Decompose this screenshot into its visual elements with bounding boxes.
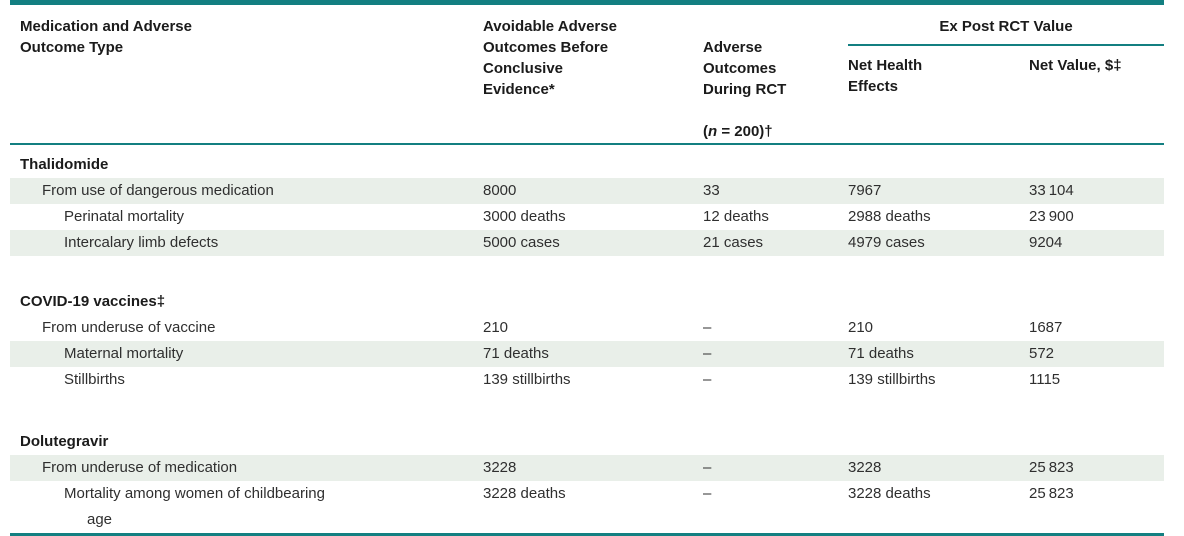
medication-outcomes-table: Medication and Adverse Outcome Type Avoi… bbox=[10, 0, 1164, 536]
cell-during-rct: – bbox=[703, 485, 712, 502]
row-label: Intercalary limb defects bbox=[64, 234, 219, 251]
table-row: Perinatal mortality 3000 deaths 12 deaths 2… bbox=[10, 204, 1164, 230]
section-header-row: Dolutegravir bbox=[10, 422, 1164, 455]
col-header-during-rct-lines: Adverse Outcomes During RCT bbox=[703, 39, 787, 98]
cell-during-rct: – bbox=[703, 371, 712, 388]
cell-net-value: 1687 bbox=[1029, 319, 1063, 336]
cell-during-rct: – bbox=[703, 345, 712, 362]
cell-net-health-effects: 71 deaths bbox=[848, 345, 914, 362]
header-bottom-rule bbox=[10, 143, 1164, 145]
col-group-ex-post-rct-value: Ex Post RCT Value Net Health Effects Net… bbox=[848, 16, 1164, 97]
table-row: Mortality among women of childbearing ag… bbox=[10, 481, 1164, 533]
cell-net-value: 25 823 bbox=[1029, 459, 1074, 476]
table-row: Intercalary limb defects 5000 cases 21 cas… bbox=[10, 230, 1164, 256]
cell-avoidable-before-evidence: 3228 deaths bbox=[483, 485, 566, 502]
table-row: From underuse of medication 3228 – 3228 25 8… bbox=[10, 455, 1164, 481]
table-row: Stillbirths 139 stillbirths – 139 stillbirt… bbox=[10, 367, 1164, 393]
group-header-rule bbox=[848, 44, 1164, 46]
row-label: From use of dangerous medication bbox=[42, 182, 274, 199]
cell-net-health-effects: 3228 bbox=[848, 459, 882, 476]
table-row: From underuse of vaccine 210 – 210 1687 bbox=[10, 315, 1164, 341]
cell-net-value: 25 823 bbox=[1029, 485, 1074, 502]
table-row: From use of dangerous medication 8000 33 79… bbox=[10, 178, 1164, 204]
cell-during-rct: – bbox=[703, 319, 712, 336]
cell-avoidable-before-evidence: 5000 cases bbox=[483, 234, 560, 251]
cell-avoidable-before-evidence: 139 stillbirths bbox=[483, 371, 571, 388]
cell-avoidable-before-evidence: 210 bbox=[483, 319, 509, 336]
cell-net-health-effects: 210 bbox=[848, 319, 874, 336]
table-row: Maternal mortality 71 deaths – 71 deaths 572 bbox=[10, 341, 1164, 367]
cell-net-health-effects: 2988 deaths bbox=[848, 208, 931, 225]
group-subheaders: Net Health Effects Net Value, $‡ bbox=[848, 46, 1164, 97]
section-title: Dolutegravir bbox=[20, 433, 109, 450]
cell-net-value: 33 104 bbox=[1029, 182, 1074, 199]
row-label: Stillbirths bbox=[64, 371, 125, 388]
cell-net-health-effects: 139 stillbirths bbox=[848, 371, 936, 388]
col-header-adverse-outcomes-during-rct: Adverse Outcomes During RCT (n = 200)† bbox=[703, 16, 848, 163]
col-header-medication-and-outcome-type: Medication and Adverse Outcome Type bbox=[20, 18, 192, 56]
table-section: COVID-19 vaccines‡ From underuse of vacci… bbox=[10, 282, 1164, 393]
table-section: Dolutegravir From underuse of medication 3… bbox=[10, 422, 1164, 533]
section-title: COVID-19 vaccines‡ bbox=[20, 293, 166, 310]
cell-during-rct: – bbox=[703, 459, 712, 476]
row-label: Perinatal mortality bbox=[64, 208, 185, 225]
row-label: Maternal mortality bbox=[64, 345, 184, 362]
section-title: Thalidomide bbox=[20, 156, 109, 173]
col-header-net-health-effects: Net Health Effects bbox=[848, 57, 923, 95]
cell-net-health-effects: 4979 cases bbox=[848, 234, 925, 251]
cell-net-value: 572 bbox=[1029, 345, 1055, 362]
cell-avoidable-before-evidence: 8000 bbox=[483, 182, 517, 199]
col-header-n-equals-200: (n = 200)† bbox=[703, 123, 773, 140]
group-header-label: Ex Post RCT Value bbox=[939, 18, 1073, 35]
cell-during-rct: 21 cases bbox=[703, 234, 764, 251]
cell-avoidable-before-evidence: 3000 deaths bbox=[483, 208, 566, 225]
col-header-avoidable-adverse-outcomes: Avoidable Adverse Outcomes Before Conclu… bbox=[483, 18, 617, 98]
cell-net-health-effects: 7967 bbox=[848, 182, 882, 199]
col-header-net-value: Net Value, $‡ bbox=[1029, 57, 1122, 74]
cell-net-value: 23 900 bbox=[1029, 208, 1074, 225]
cell-net-value: 1115 bbox=[1029, 371, 1061, 388]
cell-avoidable-before-evidence: 3228 bbox=[483, 459, 517, 476]
row-label: Mortality among women of childbearing ag… bbox=[64, 485, 325, 528]
cell-net-value: 9204 bbox=[1029, 234, 1063, 251]
cell-during-rct: 33 bbox=[703, 182, 720, 199]
table-top-rule bbox=[10, 0, 1164, 5]
table-header-row: Medication and Adverse Outcome Type Avoi… bbox=[10, 5, 1164, 143]
cell-net-health-effects: 3228 deaths bbox=[848, 485, 931, 502]
row-label: From underuse of vaccine bbox=[42, 319, 216, 336]
section-header-row: Thalidomide bbox=[10, 145, 1164, 178]
cell-avoidable-before-evidence: 71 deaths bbox=[483, 345, 549, 362]
section-header-row: COVID-19 vaccines‡ bbox=[10, 282, 1164, 315]
cell-during-rct: 12 deaths bbox=[703, 208, 769, 225]
table-body: Thalidomide From use of dangerous medicat… bbox=[10, 145, 1164, 533]
row-label: From underuse of medication bbox=[42, 459, 238, 476]
table-section: Thalidomide From use of dangerous medicat… bbox=[10, 145, 1164, 256]
